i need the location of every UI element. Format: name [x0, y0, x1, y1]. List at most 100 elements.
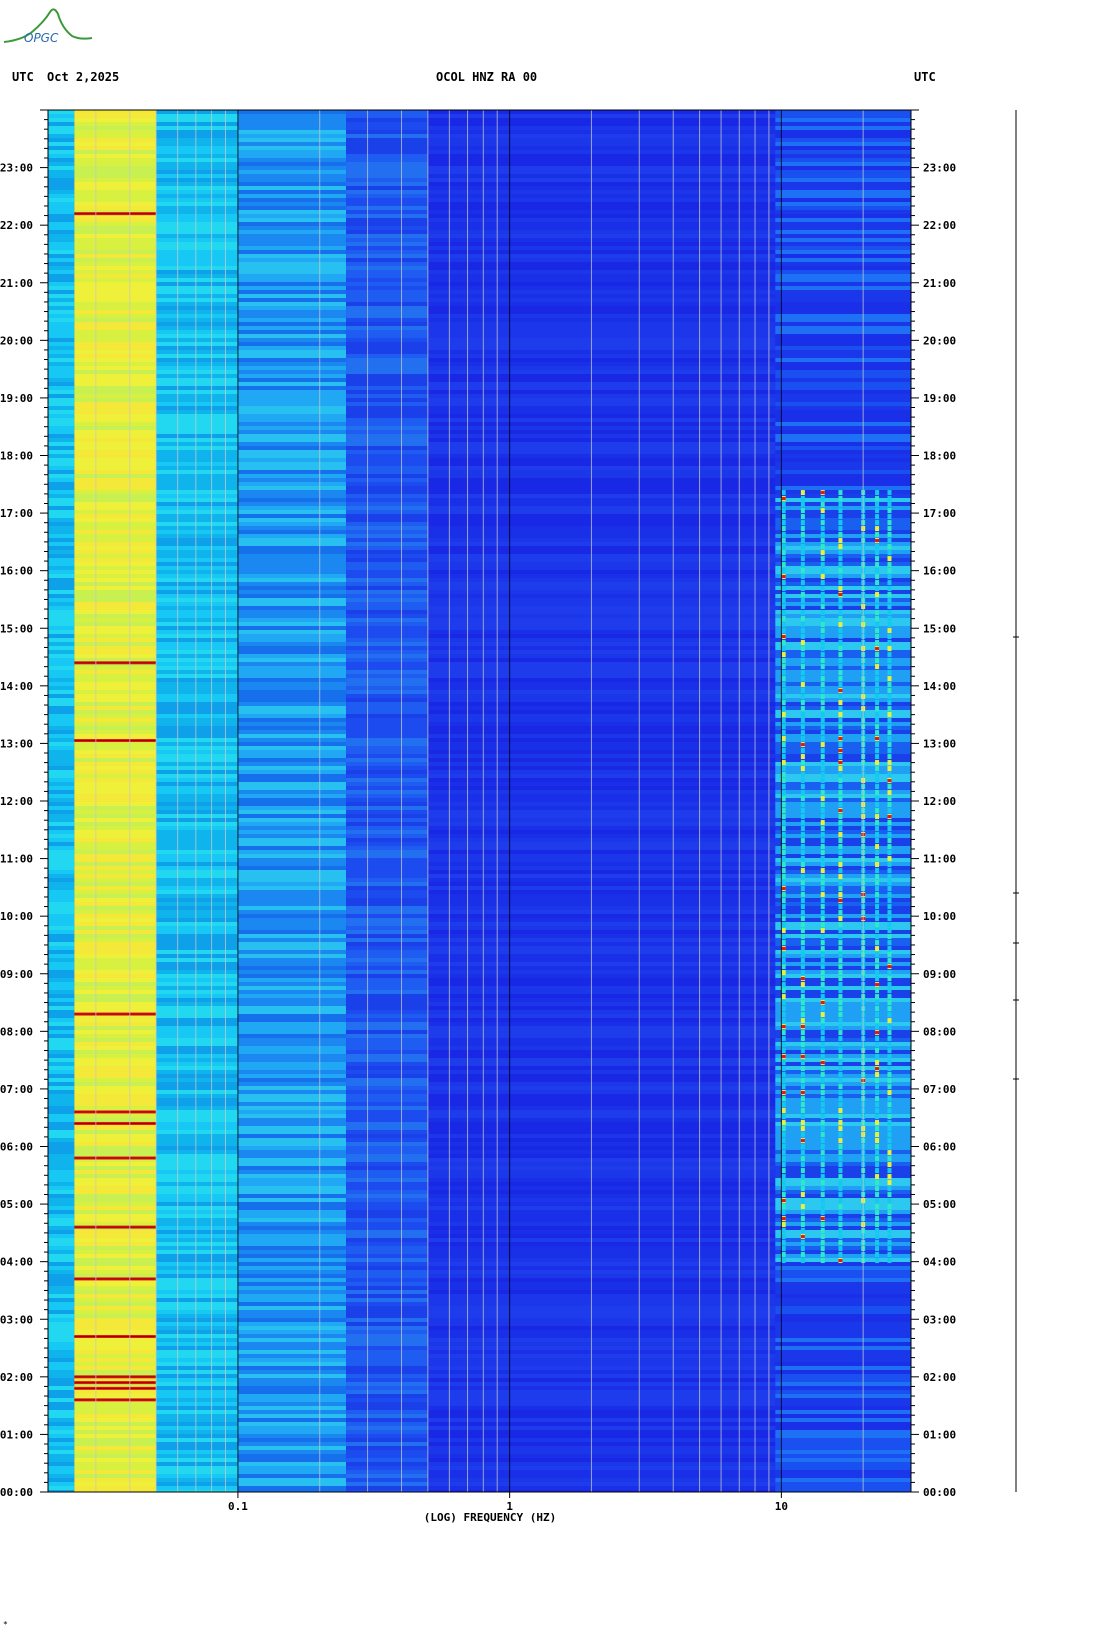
heatmap-cell	[74, 766, 157, 771]
y-tick-label-left: 09:00	[0, 968, 33, 981]
heatmap-cell	[427, 730, 776, 735]
activity-streak	[820, 772, 825, 778]
heatmap-cell	[48, 326, 75, 331]
heatmap-cell	[346, 1118, 428, 1123]
heatmap-cell	[74, 1274, 157, 1279]
activity-streak	[887, 580, 892, 586]
heatmap-cell	[156, 1482, 238, 1487]
heatmap-cell	[156, 362, 238, 367]
heatmap-cell	[156, 654, 238, 659]
heatmap-cell	[74, 1430, 157, 1435]
activity-streak	[838, 1138, 843, 1144]
heatmap-cell	[74, 1174, 157, 1179]
heatmap-cell	[156, 946, 238, 951]
y-tick-label-left: 17:00	[0, 507, 33, 520]
activity-streak	[800, 916, 805, 922]
heatmap-cell	[427, 138, 776, 143]
activity-streak	[838, 514, 843, 520]
heatmap-cell	[237, 382, 347, 387]
heatmap-cell	[237, 1002, 347, 1007]
activity-streak	[875, 904, 880, 910]
heatmap-cell	[346, 462, 428, 467]
heatmap-cell	[237, 186, 347, 191]
heatmap-cell	[237, 690, 347, 695]
heatmap-cell	[156, 606, 238, 611]
activity-streak	[781, 724, 786, 730]
activity-streak	[800, 1036, 805, 1042]
heatmap-cell	[775, 434, 911, 439]
activity-streak	[781, 1114, 786, 1120]
heatmap-cell	[346, 1466, 428, 1471]
heatmap-cell	[74, 498, 157, 503]
heatmap-cell	[346, 1258, 428, 1263]
heatmap-cell	[427, 562, 776, 567]
activity-streak	[887, 808, 892, 814]
heatmap-cell	[48, 566, 75, 571]
heatmap-cell	[156, 150, 238, 155]
activity-streak	[781, 904, 786, 910]
heatmap-cell	[427, 1398, 776, 1403]
activity-streak	[820, 1252, 825, 1258]
heatmap-cell	[427, 578, 776, 583]
heatmap-cell	[237, 758, 347, 763]
activity-streak	[887, 718, 892, 724]
heatmap-cell	[775, 730, 911, 735]
heatmap-cell	[74, 170, 157, 175]
heatmap-cell	[237, 410, 347, 415]
heatmap-cell	[48, 634, 75, 639]
heatmap-cell	[775, 1002, 911, 1007]
activity-streak	[781, 760, 786, 766]
heatmap-cell	[48, 1250, 75, 1255]
activity-streak	[820, 1114, 825, 1120]
heatmap-cell	[427, 130, 776, 135]
heatmap-cell	[775, 754, 911, 759]
activity-streak	[781, 1156, 786, 1162]
activity-streak	[781, 586, 786, 592]
activity-streak	[887, 958, 892, 964]
heatmap-cell	[775, 1374, 911, 1379]
heatmap-cell	[775, 942, 911, 947]
heatmap-cell	[427, 618, 776, 623]
heatmap-cell	[48, 170, 75, 175]
heatmap-cell	[775, 854, 911, 859]
heatmap-cell	[346, 702, 428, 707]
heatmap-cell	[237, 510, 347, 515]
y-tick-label-left: 22:00	[0, 219, 33, 232]
activity-streak	[875, 634, 880, 640]
activity-streak	[887, 748, 892, 754]
heatmap-cell	[74, 1058, 157, 1063]
heatmap-cell	[427, 546, 776, 551]
heatmap-cell	[48, 934, 75, 939]
heatmap-cell	[156, 830, 238, 835]
heatmap-cell	[346, 1386, 428, 1391]
heatmap-cell	[48, 246, 75, 251]
activity-streak	[875, 808, 880, 814]
heatmap-cell	[74, 1254, 157, 1259]
heatmap-cell	[346, 1226, 428, 1231]
activity-streak	[887, 1126, 892, 1132]
activity-streak	[887, 598, 892, 604]
heatmap-cell	[74, 290, 157, 295]
heatmap-cell	[427, 726, 776, 731]
heatmap-cell	[48, 1202, 75, 1207]
heatmap-cell	[237, 1122, 347, 1127]
activity-streak	[820, 694, 825, 700]
heatmap-cell	[74, 1026, 157, 1031]
heatmap-cell	[48, 1094, 75, 1099]
heatmap-cell	[156, 198, 238, 203]
activity-streak	[887, 1150, 892, 1156]
activity-streak	[820, 688, 825, 694]
activity-streak	[820, 1024, 825, 1030]
activity-streak	[838, 568, 843, 574]
heatmap-cell	[48, 606, 75, 611]
heatmap-cell	[775, 1262, 911, 1267]
heatmap-cell	[48, 622, 75, 627]
heatmap-cell	[156, 506, 238, 511]
heatmap-cell	[156, 730, 238, 735]
heatmap-cell	[346, 234, 428, 239]
heatmap-cell	[156, 1154, 238, 1159]
heatmap-cell	[775, 342, 911, 347]
heatmap-cell	[346, 626, 428, 631]
heatmap-cell	[775, 218, 911, 223]
activity-streak	[875, 1042, 880, 1048]
